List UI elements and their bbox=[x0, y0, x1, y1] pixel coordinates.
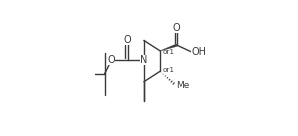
Text: O: O bbox=[124, 35, 131, 45]
Text: or1: or1 bbox=[162, 49, 174, 55]
Polygon shape bbox=[160, 44, 177, 51]
Text: or1: or1 bbox=[162, 67, 174, 73]
Text: N: N bbox=[140, 55, 148, 65]
Text: O: O bbox=[108, 55, 116, 65]
Text: O: O bbox=[173, 23, 181, 33]
Text: OH: OH bbox=[192, 47, 207, 57]
Text: Me: Me bbox=[176, 81, 190, 90]
